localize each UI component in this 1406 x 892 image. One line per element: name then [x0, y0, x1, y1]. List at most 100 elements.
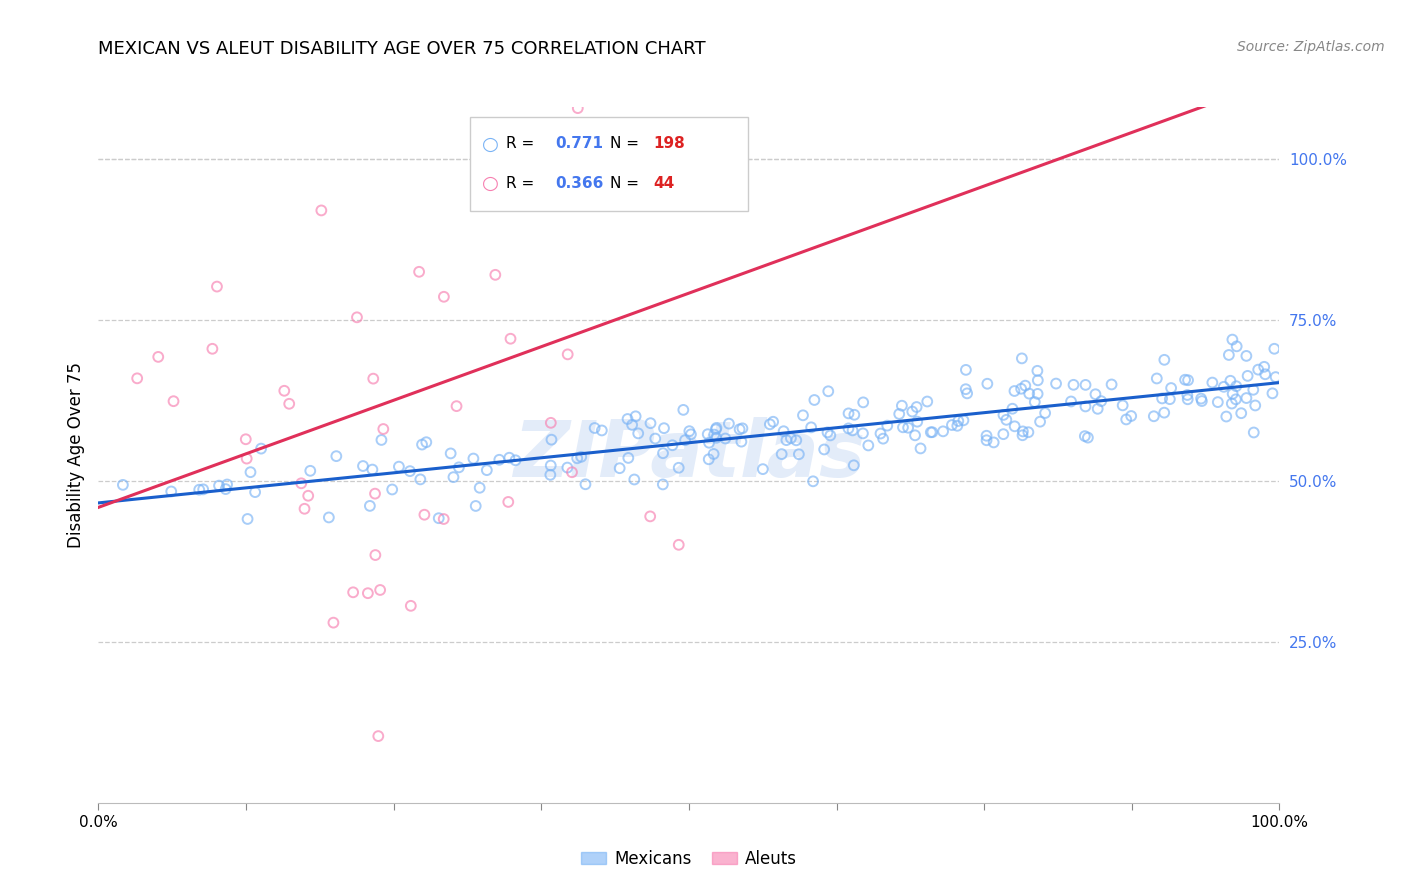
Point	[1189, 392, 1212, 406]
Point	[1212, 380, 1234, 394]
Point	[201, 342, 224, 356]
Point	[801, 475, 824, 489]
Point	[1026, 364, 1049, 378]
Point	[955, 363, 977, 377]
Text: 0.366: 0.366	[555, 176, 603, 191]
Text: 0.771: 0.771	[555, 136, 603, 152]
Point	[388, 459, 411, 474]
Point	[1029, 415, 1052, 429]
Point	[409, 472, 432, 486]
Point	[427, 511, 450, 525]
Text: MEXICAN VS ALEUT DISABILITY AGE OVER 75 CORRELATION CHART: MEXICAN VS ALEUT DISABILITY AGE OVER 75 …	[98, 40, 706, 58]
Point	[1263, 342, 1285, 356]
Point	[127, 371, 149, 385]
Point	[160, 484, 183, 499]
Point	[678, 424, 700, 438]
Point	[838, 406, 860, 420]
Point	[661, 438, 683, 452]
Point	[294, 501, 316, 516]
Point	[1004, 419, 1026, 434]
Text: Source: ZipAtlas.com: Source: ZipAtlas.com	[1237, 40, 1385, 54]
Point	[1152, 392, 1174, 406]
Point	[325, 449, 347, 463]
Point	[208, 478, 231, 492]
Point	[946, 418, 969, 433]
Point	[236, 512, 259, 526]
Point	[813, 442, 835, 457]
Point	[1012, 425, 1035, 439]
Point	[897, 421, 920, 435]
Point	[1143, 409, 1166, 424]
Point	[697, 452, 720, 467]
Point	[792, 409, 814, 423]
Point	[574, 477, 596, 491]
Point	[703, 427, 725, 442]
Point	[1011, 428, 1033, 442]
Point	[728, 422, 751, 436]
Point	[624, 409, 647, 424]
Point	[696, 427, 718, 442]
Point	[322, 615, 344, 630]
Point	[468, 481, 491, 495]
Point	[278, 397, 301, 411]
Point	[558, 153, 581, 167]
Point	[1084, 387, 1107, 401]
Point	[1121, 409, 1143, 423]
Text: R =: R =	[506, 136, 538, 152]
Point	[852, 395, 875, 409]
Point	[399, 464, 422, 478]
Point	[368, 582, 391, 597]
Point	[1222, 333, 1244, 347]
Point	[299, 464, 322, 478]
Point	[162, 394, 184, 409]
Point	[540, 458, 562, 473]
Point	[239, 465, 262, 479]
Point	[976, 428, 998, 442]
Point	[844, 408, 866, 422]
Point	[235, 451, 257, 466]
Point	[567, 101, 589, 115]
Point	[1201, 376, 1223, 390]
Point	[364, 548, 387, 562]
Point	[1077, 431, 1099, 445]
Point	[876, 418, 898, 433]
Point	[1063, 377, 1085, 392]
Point	[872, 432, 894, 446]
Point	[1174, 373, 1197, 387]
Point	[540, 416, 562, 430]
Point	[433, 290, 456, 304]
Point	[948, 414, 970, 428]
Point	[852, 426, 875, 441]
Point	[775, 433, 797, 447]
Point	[1045, 376, 1067, 391]
Point	[817, 425, 839, 440]
Point	[1074, 429, 1097, 443]
Point	[447, 460, 470, 475]
Point	[1004, 384, 1026, 398]
Point	[1226, 339, 1249, 353]
Point	[787, 447, 810, 461]
Point	[1215, 409, 1237, 424]
Point	[1024, 395, 1046, 409]
Point	[217, 477, 239, 491]
Point	[651, 477, 673, 491]
Point	[554, 15, 576, 29]
Point	[408, 265, 430, 279]
Point	[1236, 368, 1258, 383]
Point	[770, 447, 793, 461]
Point	[905, 400, 928, 414]
Point	[250, 442, 273, 456]
Point	[952, 413, 974, 427]
Point	[1146, 371, 1168, 385]
Point	[561, 465, 583, 479]
Point	[1220, 396, 1243, 410]
Point	[1087, 401, 1109, 416]
Point	[464, 499, 486, 513]
Point	[1218, 348, 1240, 362]
Point	[772, 424, 794, 438]
Point	[273, 384, 295, 398]
Bar	[471, 118, 748, 211]
Point	[342, 585, 364, 599]
Point	[905, 415, 928, 429]
Point	[697, 435, 720, 450]
